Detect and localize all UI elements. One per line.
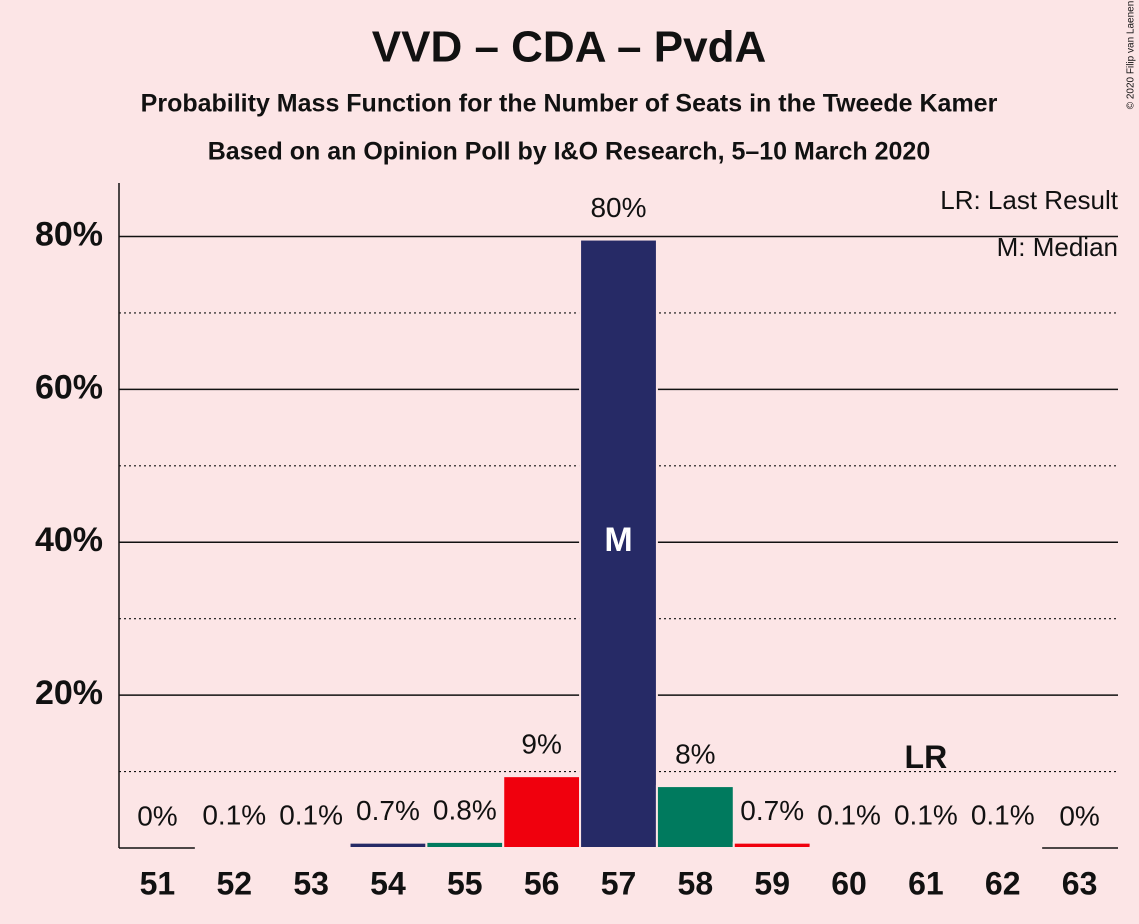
median-marker: M bbox=[604, 521, 632, 559]
chart-title: VVD – CDA – PvdA bbox=[372, 23, 766, 72]
bar bbox=[271, 846, 351, 850]
data-label: 0.1% bbox=[971, 800, 1035, 831]
data-label: 8% bbox=[675, 738, 715, 769]
data-label: 80% bbox=[590, 192, 646, 223]
x-tick-label: 60 bbox=[831, 865, 867, 901]
data-label: 0.1% bbox=[202, 800, 266, 831]
bar bbox=[655, 785, 735, 849]
x-tick-label: 55 bbox=[447, 865, 483, 901]
x-tick-label: 59 bbox=[754, 865, 790, 901]
data-label: 0.8% bbox=[433, 794, 497, 825]
data-label: 0% bbox=[137, 800, 177, 831]
data-label: 0.7% bbox=[740, 795, 804, 826]
legend-entry: LR: Last Result bbox=[940, 185, 1119, 215]
chart-subtitle: Based on an Opinion Poll by I&O Research… bbox=[208, 138, 930, 166]
x-tick-label: 58 bbox=[678, 865, 714, 901]
y-tick-label: 40% bbox=[35, 521, 103, 559]
data-label: 0% bbox=[1059, 800, 1099, 831]
data-label: 0.1% bbox=[279, 800, 343, 831]
bar bbox=[809, 846, 889, 850]
x-tick-label: 53 bbox=[293, 865, 329, 901]
data-label: 9% bbox=[521, 729, 561, 760]
last-result-marker: LR bbox=[905, 739, 948, 775]
chart-subtitle: Probability Mass Function for the Number… bbox=[141, 90, 998, 118]
x-tick-label: 62 bbox=[985, 865, 1021, 901]
x-tick-label: 52 bbox=[216, 865, 252, 901]
x-tick-label: 57 bbox=[601, 865, 637, 901]
bar bbox=[963, 846, 1043, 850]
bar bbox=[579, 238, 658, 849]
bar bbox=[348, 841, 428, 849]
y-tick-label: 80% bbox=[35, 215, 103, 253]
bar bbox=[502, 775, 582, 849]
copyright: © 2020 Filip van Laenen bbox=[1126, 1, 1137, 110]
bar bbox=[886, 846, 966, 850]
bar bbox=[425, 840, 505, 850]
x-tick-label: 51 bbox=[140, 865, 176, 901]
y-tick-label: 20% bbox=[35, 674, 103, 712]
x-tick-label: 61 bbox=[908, 865, 944, 901]
x-tick-label: 54 bbox=[370, 865, 406, 901]
data-label: 0.1% bbox=[817, 800, 881, 831]
x-tick-label: 56 bbox=[524, 865, 560, 901]
y-tick-label: 60% bbox=[35, 368, 103, 406]
x-tick-label: 63 bbox=[1062, 865, 1098, 901]
data-label: 0.7% bbox=[356, 795, 420, 826]
bar bbox=[194, 846, 274, 850]
data-label: 0.1% bbox=[894, 800, 958, 831]
legend-entry: M: Median bbox=[997, 232, 1118, 262]
bar bbox=[732, 841, 812, 849]
